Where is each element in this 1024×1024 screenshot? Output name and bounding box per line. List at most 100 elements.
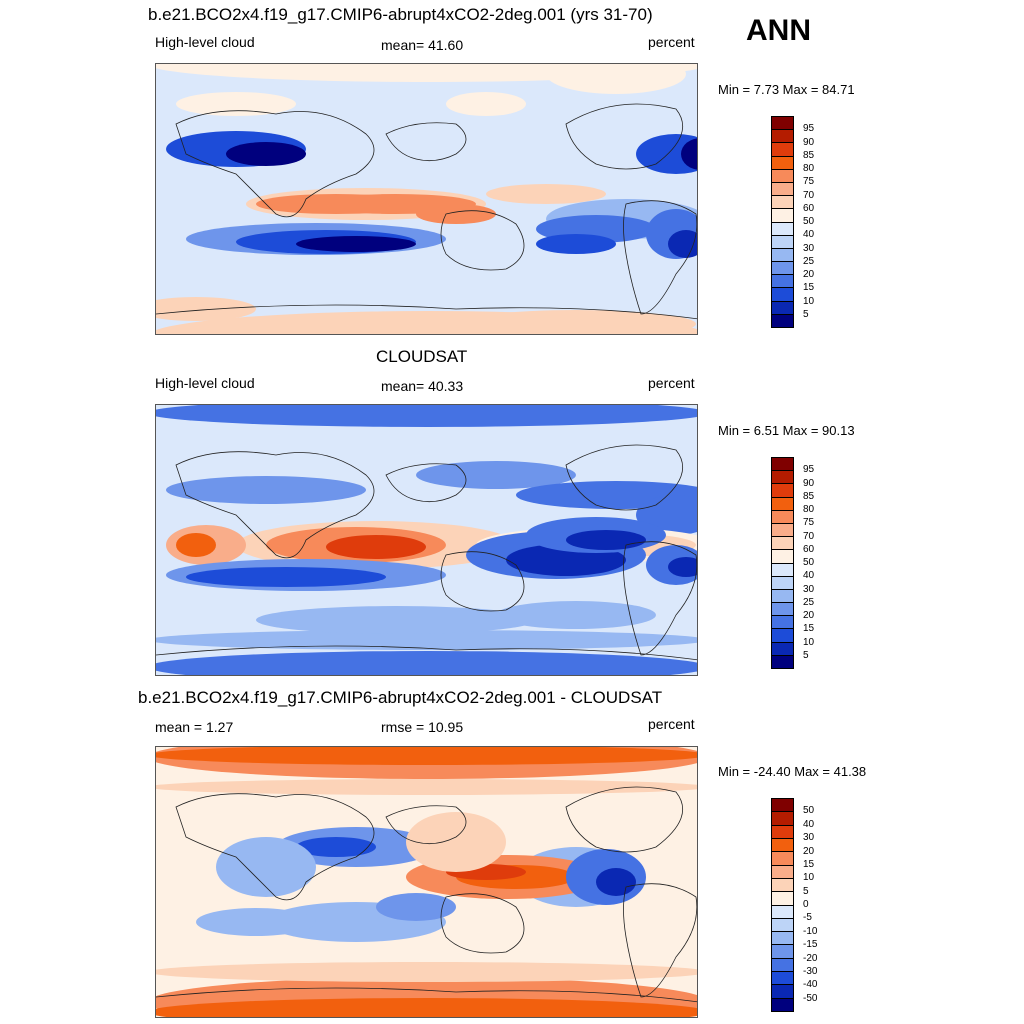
colorbar-swatch — [772, 235, 793, 249]
coastline — [175, 793, 375, 901]
contour-region — [566, 530, 646, 550]
colorbar-swatch — [772, 576, 793, 590]
contour-region — [416, 461, 576, 489]
colorbar-swatch — [772, 972, 793, 986]
colorbar-tick-label: 10 — [803, 636, 815, 648]
colorbar-tick-label: 50 — [803, 557, 815, 568]
panel2-variable-label: High-level cloud — [155, 375, 255, 391]
contour-region — [486, 184, 606, 204]
colorbar-tick-label: 40 — [803, 818, 815, 830]
colorbar-tick-label: -5 — [803, 912, 812, 924]
colorbar-tick-label: 0 — [803, 899, 809, 910]
colorbar-tick-label: 5 — [803, 308, 809, 320]
colorbar-tick-label: 40 — [803, 570, 815, 582]
panel3-map — [155, 746, 698, 1018]
panel3-mean-label: mean = 1.27 — [155, 719, 234, 735]
colorbar-tick-label: 60 — [803, 543, 815, 555]
colorbar-tick-label: -30 — [803, 965, 818, 977]
colorbar-swatch — [772, 182, 793, 197]
colorbar-swatch — [772, 130, 793, 144]
contour-region — [681, 138, 697, 170]
panel1-map — [155, 63, 698, 335]
colorbar-tick-label: -40 — [803, 979, 818, 991]
contour-region — [156, 297, 256, 321]
colorbar-swatch — [772, 156, 793, 170]
panel1-variable-label: High-level cloud — [155, 34, 255, 50]
coastline — [565, 103, 684, 170]
colorbar-swatch — [772, 275, 793, 289]
colorbar-tick-label: 30 — [803, 583, 815, 595]
colorbar-tick-label: 90 — [803, 136, 815, 148]
panel2-title: CLOUDSAT — [376, 347, 468, 366]
contour-region — [256, 606, 536, 634]
colorbar-swatch — [772, 642, 793, 656]
colorbar-tick-label: 25 — [803, 255, 815, 267]
panel1-units-label: percent — [648, 34, 695, 50]
colorbar-swatch — [772, 655, 793, 668]
contour-region — [536, 234, 616, 254]
colorbar-swatch — [772, 248, 793, 263]
colorbar-tick-label: -20 — [803, 952, 818, 964]
colorbar-swatch — [772, 510, 793, 524]
colorbar-swatch — [772, 288, 793, 302]
contour-region — [156, 779, 697, 795]
season-label: ANN — [746, 14, 811, 47]
colorbar-swatch — [772, 985, 793, 999]
contour-region — [176, 92, 296, 116]
coastline — [623, 883, 697, 998]
colorbar-tick-label: 20 — [803, 610, 815, 621]
coastline — [385, 805, 467, 845]
colorbar-tick-label: 95 — [803, 123, 815, 135]
colorbar-swatch — [772, 932, 793, 946]
colorbar-swatch — [772, 209, 793, 223]
contour-region — [166, 476, 366, 504]
colorbar-tick-label: 15 — [803, 623, 815, 635]
colorbar-swatch — [772, 471, 793, 485]
colorbar-tick-label: 15 — [803, 858, 815, 870]
contour-region — [496, 601, 656, 629]
colorbar-tick-label: 50 — [803, 805, 815, 817]
coastline — [175, 110, 375, 218]
colorbar-tick-label: 95 — [803, 464, 815, 476]
colorbar-swatch — [772, 301, 793, 315]
colorbar-swatch — [772, 852, 793, 866]
contour-region — [156, 747, 697, 765]
colorbar-tick-label: 75 — [803, 517, 815, 529]
panel2-units-label: percent — [648, 375, 695, 391]
contour-region — [456, 310, 696, 334]
colorbar-swatch — [772, 958, 793, 973]
coastline — [156, 304, 697, 320]
colorbar-swatch — [772, 169, 793, 183]
contour-region — [156, 651, 697, 675]
contour-region — [226, 142, 306, 166]
colorbar-tick-label: 70 — [803, 530, 815, 542]
coastline — [385, 463, 467, 503]
panel2-mean-label: mean= 40.33 — [381, 378, 464, 394]
colorbar-tick-label: 60 — [803, 202, 815, 214]
colorbar-swatch — [772, 825, 793, 839]
colorbar-tick-label: -50 — [803, 992, 818, 1004]
panel3-colorbar — [771, 798, 794, 1012]
colorbar-swatch — [772, 143, 793, 157]
colorbar-swatch — [772, 812, 793, 826]
contour-region — [636, 134, 697, 174]
contour-region — [376, 893, 456, 921]
contour-region — [446, 92, 526, 116]
contour-region — [216, 837, 316, 897]
colorbar-tick-label: 30 — [803, 832, 815, 844]
panel2-map — [155, 404, 698, 676]
colorbar-swatch — [772, 865, 793, 879]
contour-region — [186, 567, 386, 587]
colorbar-swatch — [772, 537, 793, 551]
colorbar-swatch — [772, 523, 793, 538]
coastline — [175, 451, 375, 559]
contour-region — [296, 236, 416, 252]
contour-region — [416, 204, 496, 224]
colorbar-tick-label: -10 — [803, 925, 818, 937]
panel1-title: b.e21.BCO2x4.f19_g17.CMIP6-abrupt4xCO2-2… — [148, 5, 653, 24]
colorbar-tick-label: 85 — [803, 149, 815, 161]
colorbar-swatch — [772, 892, 793, 906]
panel2-minmax: Min = 6.51 Max = 90.13 — [718, 423, 855, 438]
contour-region — [156, 630, 697, 650]
panel3-rmse-label: rmse = 10.95 — [381, 719, 464, 735]
